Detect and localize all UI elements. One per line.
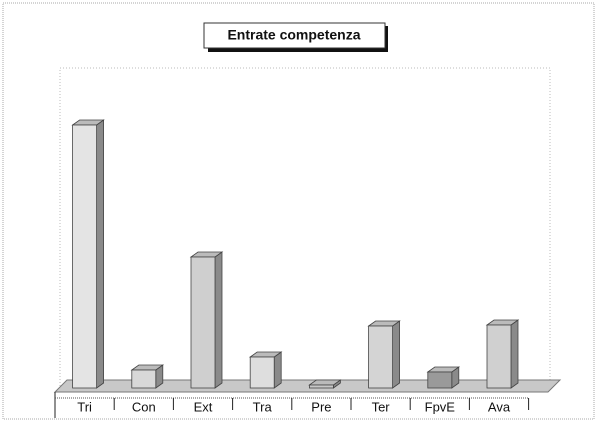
x-tick-label: Tra: [253, 399, 273, 414]
bar-side: [273, 351, 282, 389]
bar: [130, 364, 165, 389]
x-tick-label: FpvE: [425, 399, 456, 414]
x-tick-label: Ter: [372, 399, 391, 414]
bar: [367, 320, 401, 389]
x-tick-label: Con: [132, 399, 156, 414]
bar-front: [308, 384, 334, 389]
bar: [248, 351, 283, 389]
x-tick-label: Ext: [194, 399, 213, 414]
bar: [485, 319, 520, 389]
bar-front: [72, 124, 97, 389]
bar: [189, 251, 224, 389]
bar-front: [368, 325, 394, 389]
bar-side: [392, 320, 401, 389]
bar-front: [190, 256, 216, 389]
bar: [426, 366, 461, 389]
bar-side: [510, 319, 519, 389]
bar-side: [214, 251, 223, 389]
bar-front: [486, 324, 512, 389]
x-tick-label: Ava: [488, 399, 511, 414]
bar: [71, 119, 105, 389]
bar: [308, 379, 342, 389]
bar-front: [131, 369, 157, 389]
chart-title: Entrate competenza: [227, 27, 360, 43]
x-tick-label: Tri: [77, 399, 92, 414]
title-box: [203, 22, 386, 49]
bar-side: [96, 119, 104, 389]
bar-front: [427, 371, 453, 389]
x-tick-label: Pre: [311, 399, 331, 414]
floor: [53, 379, 562, 393]
bar-front: [249, 356, 275, 389]
